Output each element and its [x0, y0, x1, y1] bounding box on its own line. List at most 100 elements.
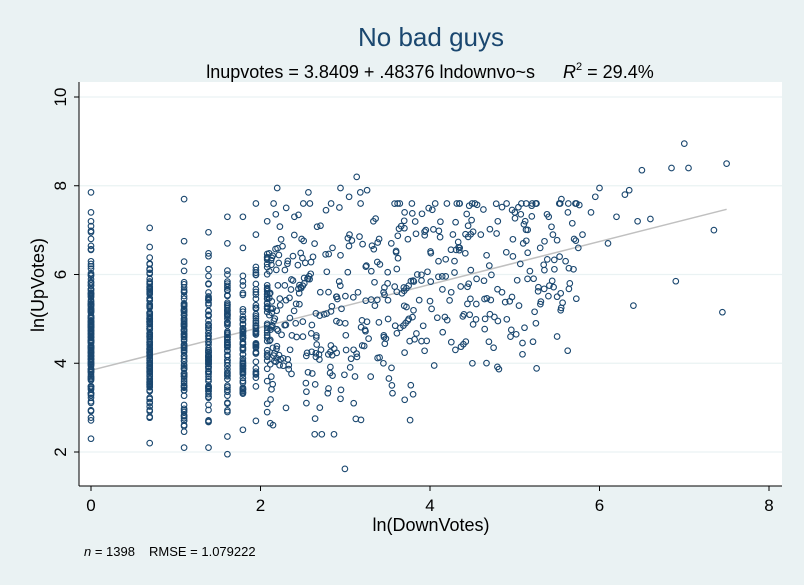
scatter-point: [308, 370, 316, 377]
scatter-point: [394, 232, 402, 240]
scatter-point: [239, 362, 247, 370]
scatter-point: [299, 333, 307, 340]
scatter-point: [290, 307, 298, 315]
scatter-point: [266, 419, 274, 427]
scatter-point: [252, 365, 260, 372]
scatter-point: [436, 233, 444, 241]
scatter-point: [501, 298, 509, 306]
scatter-point: [276, 361, 283, 369]
scatter-point: [341, 465, 349, 473]
scatter-point: [357, 200, 364, 207]
scatter-point: [579, 231, 586, 238]
scatter-point: [362, 297, 370, 305]
scatter-point: [550, 283, 557, 291]
y-axis-label: ln(UpVotes): [28, 238, 48, 332]
scatter-point: [424, 268, 431, 276]
scatter-point: [313, 341, 321, 348]
scatter-point: [180, 411, 188, 419]
scatter-point: [273, 184, 281, 192]
scatter-point: [413, 330, 420, 337]
scatter-point: [180, 384, 188, 392]
scatter-point: [462, 230, 469, 238]
scatter-point: [252, 231, 260, 238]
scatter-point: [296, 300, 303, 308]
scatter-point: [467, 266, 475, 274]
scatter-point: [371, 278, 378, 286]
scatter-point: [284, 257, 292, 265]
scatter-point: [285, 365, 293, 373]
scatter-point: [288, 276, 295, 283]
scatter-point: [528, 213, 536, 220]
scatter-point: [205, 353, 212, 361]
scatter-point: [464, 222, 472, 230]
scatter-point: [268, 261, 275, 269]
scatter-point: [180, 382, 188, 389]
scatter-point: [719, 308, 726, 316]
scatter-point: [312, 349, 320, 357]
scatter-point: [239, 374, 247, 382]
scatter-point: [435, 227, 443, 235]
scatter-point: [418, 277, 425, 284]
scatter-point: [492, 200, 500, 208]
scatter-point: [408, 210, 416, 217]
scatter-point: [326, 369, 334, 377]
scatter-point: [87, 370, 95, 378]
scatter-point: [375, 319, 383, 326]
scatter-point: [205, 252, 212, 260]
scatter-point: [351, 373, 359, 380]
scatter-point: [205, 383, 212, 391]
scatter-point: [146, 359, 154, 366]
scatter-point: [483, 359, 490, 367]
scatter-point: [394, 254, 402, 262]
scatter-point: [146, 395, 154, 403]
scatter-point: [87, 343, 95, 351]
scatter-point: [381, 340, 389, 348]
scatter-point: [272, 245, 279, 253]
scatter-point: [435, 273, 442, 281]
scatter-point: [401, 209, 408, 216]
scatter-point: [329, 244, 336, 252]
scatter-point: [279, 354, 287, 362]
scatter-point: [267, 305, 275, 312]
scatter-point: [239, 387, 247, 395]
scatter-point: [388, 382, 396, 389]
scatter-point: [464, 283, 471, 291]
scatter-point: [239, 305, 247, 313]
scatter-point: [299, 200, 307, 207]
scatter-point: [282, 404, 290, 412]
scatter-point: [146, 286, 154, 294]
scatter-point: [224, 356, 231, 364]
scatter-point: [277, 236, 285, 243]
scatter-point: [494, 285, 501, 293]
scatter-point: [361, 326, 369, 334]
scatter-point: [359, 240, 366, 248]
scatter-point: [393, 288, 401, 296]
scatter-point: [421, 347, 428, 355]
scatter-point: [723, 160, 730, 167]
scatter-point: [469, 228, 477, 236]
scatter-point: [342, 331, 350, 339]
scatter-point: [438, 273, 446, 280]
scatter-point: [146, 354, 154, 362]
scatter-point: [239, 308, 247, 316]
scatter-point: [252, 319, 260, 327]
scatter-point: [87, 222, 95, 230]
x-tick-label-6: 6: [595, 496, 604, 515]
scatter-point: [294, 261, 302, 269]
scatter-point: [302, 352, 310, 360]
scatter-point: [287, 286, 295, 293]
scatter-point: [481, 325, 489, 333]
scatter-point: [282, 204, 290, 212]
scatter-point: [266, 336, 274, 344]
scatter-point: [486, 225, 494, 233]
scatter-point: [180, 306, 188, 314]
scatter-point: [311, 381, 319, 388]
scatter-point: [363, 186, 371, 194]
scatter-point: [596, 184, 603, 192]
scatter-point: [428, 206, 436, 214]
scatter-point: [205, 347, 212, 354]
scatter-point: [337, 386, 345, 394]
scatter-point: [572, 295, 580, 303]
